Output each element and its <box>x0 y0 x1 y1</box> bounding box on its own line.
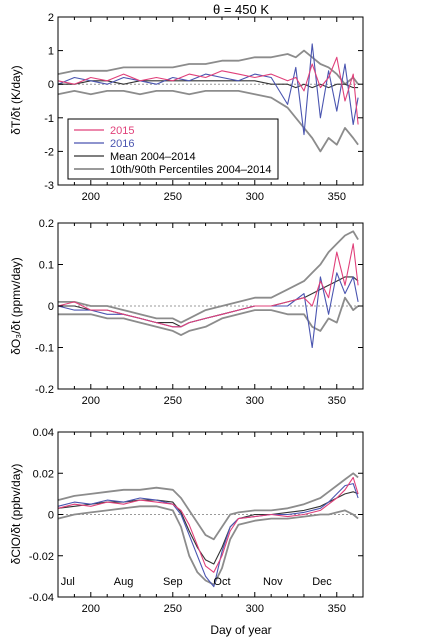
panel-plot-clo: 200 250 300 350 -0.04 -0.02 0 0.02 0.04 Jul Aug Sep… <box>29 427 364 615</box>
x-tick-label: 300 <box>246 191 264 203</box>
y-tick-label: -0.1 <box>35 343 54 355</box>
series-line-pct-4 <box>58 230 359 324</box>
panel-temperature-rate: δT/δt (K/day) <box>9 65 23 134</box>
series-line-mean-2 <box>58 80 359 89</box>
panel-ozone-rate: δO₃/δt (ppmv/day) <box>9 257 23 355</box>
y-tick-label: 1 <box>48 46 54 58</box>
y-axis-label-clo: δClO/δt (ppbv/day) <box>9 464 23 565</box>
y-tick-label: -0.02 <box>29 551 54 563</box>
month-label: Nov <box>263 576 283 588</box>
x-tick-label: 200 <box>82 603 100 615</box>
y-tick-label: 0 <box>48 79 54 91</box>
x-tick-label: 350 <box>328 603 346 615</box>
y-axis-label-ozone: δO₃/δt (ppmv/day) <box>9 257 23 355</box>
month-label: Sep <box>163 576 183 588</box>
month-label: Dec <box>312 576 332 588</box>
y-tick-label: -0.04 <box>29 592 54 604</box>
y-tick-label: -0.2 <box>35 384 54 396</box>
y-tick-label: -1 <box>44 113 54 125</box>
series-line-y2016-1 <box>57 43 359 136</box>
x-tick-label: 300 <box>246 395 264 407</box>
month-label: Aug <box>114 576 134 588</box>
legend-label: 10th/90th Percentiles 2004–2014 <box>110 164 271 176</box>
x-axis-label: Day of year <box>210 623 271 637</box>
y-tick-label: -2 <box>44 146 54 158</box>
y-tick-label: 0.04 <box>33 427 54 439</box>
series-line-pct-4 <box>57 49 359 86</box>
x-tick-label: 200 <box>82 395 100 407</box>
x-tick-label: 250 <box>164 191 182 203</box>
y-tick-label: 0 <box>48 510 54 522</box>
legend-label: Mean 2004–2014 <box>110 151 196 163</box>
series-line-pct-3 <box>57 90 359 153</box>
panel-clo-rate: δClO/δt (ppbv/day) <box>9 464 23 565</box>
series-line-y2015-0 <box>57 476 359 573</box>
panel-plot-ozone: 200 250 300 350 -0.2 -0.1 0 0.1 0.2 <box>35 218 364 407</box>
legend-label: 2015 <box>110 125 134 137</box>
y-tick-label: 0.02 <box>33 468 54 480</box>
y-tick-label: 0.2 <box>39 218 54 230</box>
series-line-y2016-1 <box>57 483 359 588</box>
x-tick-label: 250 <box>164 603 182 615</box>
plot-frame <box>57 16 364 186</box>
figure-title: θ = 450 K <box>213 2 269 17</box>
panel-plot-temperature: 200 250 300 350 -3 -2 -1 0 1 2 <box>44 12 364 203</box>
series-line-y2015-0 <box>57 56 359 125</box>
y-tick-label: 2 <box>48 12 54 24</box>
x-tick-label: 200 <box>82 191 100 203</box>
x-tick-label: 350 <box>328 395 346 407</box>
series-line-pct-3 <box>57 505 359 586</box>
legend-label: 2016 <box>110 138 134 150</box>
x-tick-label: 350 <box>328 191 346 203</box>
x-tick-label: 250 <box>164 395 182 407</box>
y-tick-label: -3 <box>44 180 54 192</box>
y-axis-label-temperature: δT/δt (K/day) <box>9 65 23 134</box>
series-line-y2015-0 <box>57 243 359 328</box>
month-label: Oct <box>213 576 230 588</box>
month-label: Jul <box>61 576 75 588</box>
series-line-pct-3 <box>58 296 359 337</box>
y-tick-label: 0.1 <box>39 260 54 272</box>
x-tick-label: 300 <box>246 603 264 615</box>
series-line-pct-4 <box>57 472 359 541</box>
y-tick-label: 0 <box>48 301 54 313</box>
